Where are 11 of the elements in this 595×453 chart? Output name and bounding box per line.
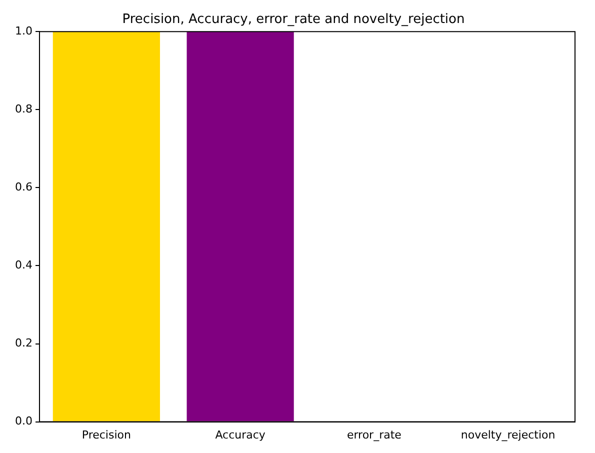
x-tick-label: novelty_rejection — [460, 428, 556, 442]
x-tick-label: Accuracy — [215, 428, 266, 442]
x-tick-label: error_rate — [346, 428, 402, 442]
y-tick-label: 0.8 — [14, 102, 32, 116]
y-tick-label: 0.4 — [14, 258, 32, 272]
y-tick-label: 0.2 — [14, 336, 32, 350]
chart-title: Precision, Accuracy, error_rate and novelty_rejection — [122, 12, 465, 28]
y-tick-label: 0.6 — [14, 180, 32, 194]
y-tick-label: 0.0 — [14, 414, 32, 428]
x-tick-label: Precision — [82, 428, 131, 442]
y-tick-label: 1.0 — [14, 24, 32, 38]
